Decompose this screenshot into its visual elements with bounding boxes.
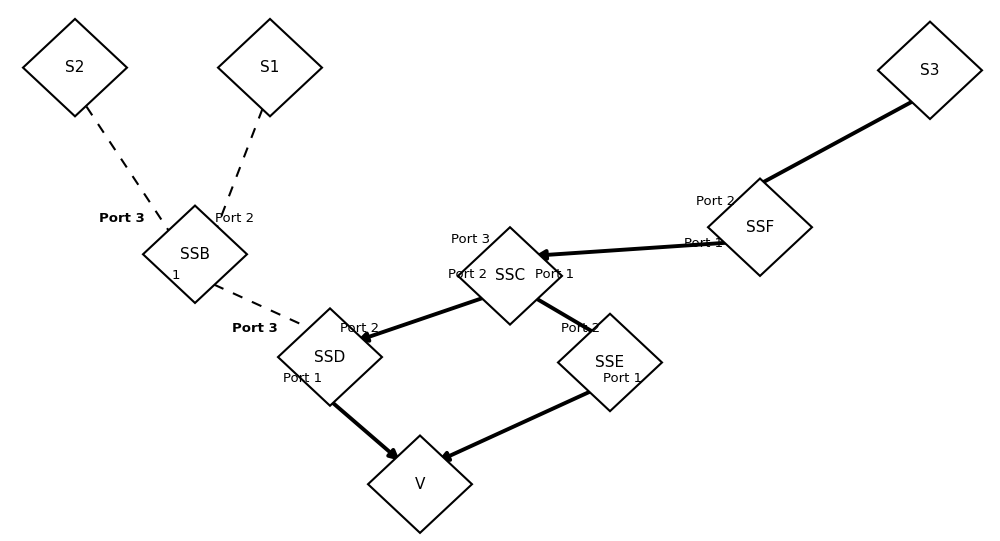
Text: Port 2: Port 2 [448,268,487,281]
Polygon shape [218,19,322,116]
Text: SSD: SSD [314,349,346,365]
Text: V: V [415,477,425,492]
Text: Port 3: Port 3 [451,233,490,246]
Polygon shape [278,308,382,406]
Text: SSB: SSB [180,247,210,262]
Polygon shape [458,227,562,325]
Polygon shape [878,22,982,119]
Text: Port 3: Port 3 [99,212,145,225]
Text: Port 2: Port 2 [561,322,600,335]
Text: Port 1: Port 1 [283,372,322,385]
Polygon shape [708,179,812,276]
Text: S1: S1 [260,60,280,75]
Polygon shape [558,314,662,411]
Text: 1: 1 [172,269,180,282]
Text: Port 3: Port 3 [232,322,278,335]
Polygon shape [23,19,127,116]
Text: Port 2: Port 2 [696,195,735,208]
Text: SSF: SSF [746,220,774,235]
Text: S2: S2 [65,60,85,75]
Text: Port 1: Port 1 [603,372,642,385]
Text: Port 1: Port 1 [684,237,723,250]
Text: Port 2: Port 2 [340,322,379,335]
Text: SSE: SSE [595,355,625,370]
Polygon shape [368,436,472,533]
Text: Port 2: Port 2 [215,212,254,225]
Text: SSC: SSC [495,268,525,283]
Text: Port 1: Port 1 [535,268,574,281]
Text: S3: S3 [920,63,940,78]
Polygon shape [143,206,247,303]
